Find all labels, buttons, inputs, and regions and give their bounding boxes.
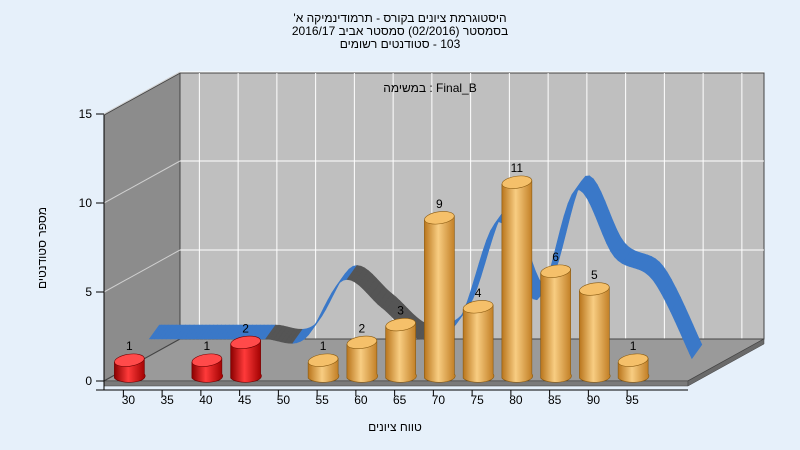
bar-top [424,211,455,225]
bar: 9 [424,197,456,383]
bar-body [501,179,533,383]
x-tick-label: 85 [548,393,562,407]
x-axis-label: טווח ציונים [368,420,422,434]
bar-value-label: 1 [204,339,211,353]
bar-value-label: 1 [126,339,133,353]
bar-value-label: 5 [591,268,598,282]
bar-value-label: 2 [359,321,366,335]
x-tick-label: 60 [354,393,368,407]
chart-title-line-3: 103 - סטודנטים רשומים [340,37,461,51]
x-tick-label: 30 [122,393,136,407]
bar-body [424,215,456,383]
bar-value-label: 9 [436,197,443,211]
trend-segment [689,339,703,360]
bar-top [501,175,533,189]
x-tick-label: 65 [393,393,407,407]
y-tick-label: 15 [79,107,93,121]
bar-value-label: 4 [475,286,482,300]
bar-value-label: 1 [320,339,327,353]
bar: 1 [114,339,146,383]
bar-top [385,318,416,332]
floor-side-edge [687,338,765,387]
x-tick-label: 45 [238,393,252,407]
bar-body [385,322,417,383]
bar: 6 [540,250,572,383]
bar-body [230,340,262,383]
bar-body [346,340,378,383]
x-tick-label: 35 [160,393,174,407]
bar-body [540,268,572,383]
bar: 11 [501,161,533,383]
chart-annotation: Final_B : במשימה [383,81,476,95]
x-tick-label: 50 [277,393,291,407]
x-tick-label: 80 [509,393,523,407]
x-tick-label: 40 [199,393,213,407]
bar-top [114,353,145,367]
bar-top [307,353,339,367]
bar-value-label: 2 [242,321,249,335]
bar-body [462,304,495,383]
bar-body [579,286,611,383]
y-tick-label: 10 [79,196,93,210]
x-tick-label: 95 [625,393,639,407]
bar-top [540,264,571,278]
chart-title-line-2: בסמסטר (02/2016) סמסטר אביב 2016/17 [292,24,508,38]
bar-value-label: 11 [511,161,524,175]
gridline-side [103,249,181,293]
bar: 1 [617,339,650,383]
y-tick-label: 0 [85,374,92,388]
bar-top [230,335,261,349]
y-tick-label: 5 [85,285,92,299]
gridline-side [103,71,181,115]
bar: 2 [346,321,378,383]
y-axis-label: מספר סטודנטים [35,207,49,289]
x-tick-label: 90 [587,393,601,407]
bar: 2 [230,321,262,383]
bar-value-label: 6 [552,250,559,264]
gridline-side [103,160,181,204]
bar-top [579,282,610,296]
bar: 1 [191,339,223,383]
bar-top [617,353,649,367]
bar-top [191,353,223,367]
bar-top [462,300,494,314]
bar-value-label: 1 [630,339,637,353]
x-tick-label: 55 [315,393,329,407]
x-tick-label: 75 [470,393,484,407]
chart-title-line-1: היסטוגרמת ציונים בקורס - תרמודינמיקה א' [293,11,506,25]
bar: 5 [579,268,611,383]
x-tick-label: 70 [432,393,446,407]
bar: 4 [462,286,495,383]
bar: 3 [385,304,417,383]
bar-value-label: 3 [397,304,404,318]
bar-top [346,335,378,349]
bar: 1 [307,339,340,383]
gridlines [103,71,764,339]
